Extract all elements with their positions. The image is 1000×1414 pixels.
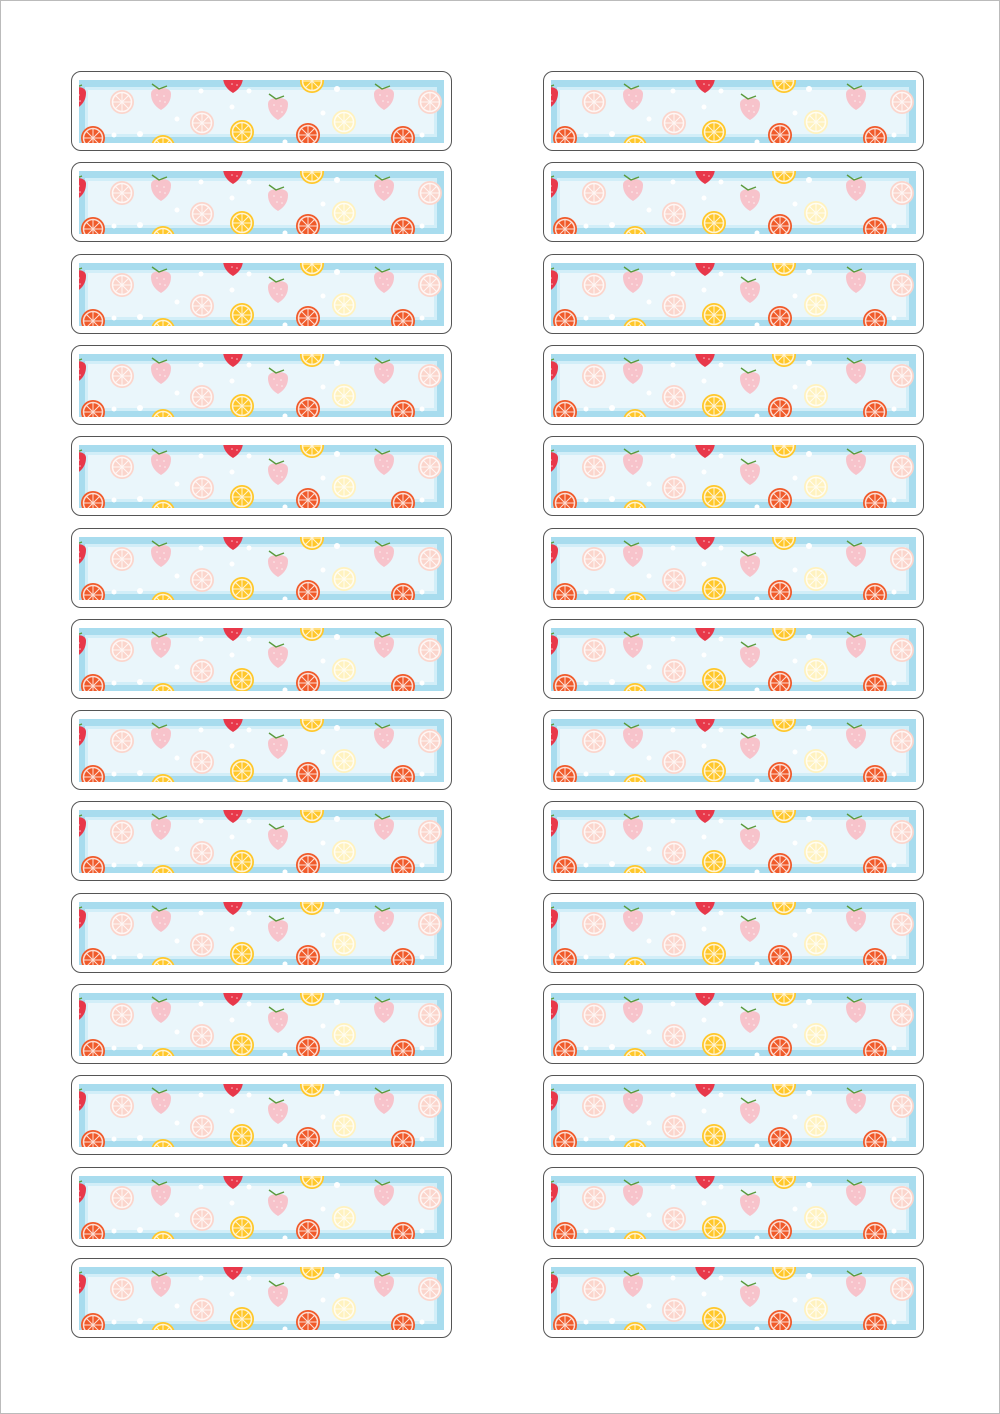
label-13-1[interactable] [71,1166,453,1248]
fruit-pattern-image [72,802,453,882]
label-7-1[interactable] [71,618,453,700]
label-11-1[interactable] [71,984,452,1064]
fruit-pattern-image [72,1168,453,1248]
fruit-pattern-image [544,1168,925,1248]
label-10-1[interactable] [71,892,453,974]
fruit-pattern-image [72,711,453,791]
fruit-pattern-image [544,346,925,426]
fruit-pattern-image [72,72,453,152]
fruit-pattern-image [544,1259,925,1339]
fruit-pattern-image [72,255,453,335]
label-10-2[interactable] [543,892,925,974]
fruit-pattern-image [544,711,925,791]
fruit-pattern-image [72,346,453,426]
label-5-2[interactable] [543,436,924,516]
fruit-pattern-image [544,437,925,517]
label-4-1[interactable] [71,344,453,426]
fruit-pattern-image [72,163,453,243]
fruit-pattern-image [72,985,453,1065]
fruit-pattern-image [544,985,925,1065]
fruit-pattern-image [544,255,925,335]
label-1-2[interactable] [543,71,924,151]
label-1-1[interactable] [71,71,452,151]
label-12-2[interactable] [543,1075,924,1155]
fruit-pattern-image [72,894,453,974]
label-14-2[interactable] [543,1257,925,1339]
fruit-pattern-image [544,620,925,700]
label-8-2[interactable] [543,710,924,790]
label-13-2[interactable] [543,1166,925,1248]
fruit-pattern-image [544,894,925,974]
label-12-1[interactable] [71,1075,452,1155]
fruit-pattern-image [544,802,925,882]
fruit-pattern-image [72,529,453,609]
fruit-pattern-image [544,1076,925,1156]
label-3-2[interactable] [543,253,925,335]
fruit-pattern-image [72,437,453,517]
label-9-1[interactable] [71,801,452,881]
fruit-pattern-image [544,72,925,152]
label-8-1[interactable] [71,710,452,790]
fruit-pattern-image [72,1076,453,1156]
fruit-pattern-image [544,163,925,243]
label-4-2[interactable] [543,344,925,426]
fruit-pattern-image [544,529,925,609]
label-11-2[interactable] [543,984,924,1064]
label-3-1[interactable] [71,253,453,335]
label-6-1[interactable] [71,527,453,609]
fruit-pattern-image [72,620,453,700]
label-7-2[interactable] [543,618,925,700]
label-6-2[interactable] [543,527,925,609]
label-9-2[interactable] [543,801,924,881]
label-14-1[interactable] [71,1257,453,1339]
label-2-2[interactable] [543,162,924,242]
label-2-1[interactable] [71,162,452,242]
label-5-1[interactable] [71,436,452,516]
fruit-pattern-image [72,1259,453,1339]
